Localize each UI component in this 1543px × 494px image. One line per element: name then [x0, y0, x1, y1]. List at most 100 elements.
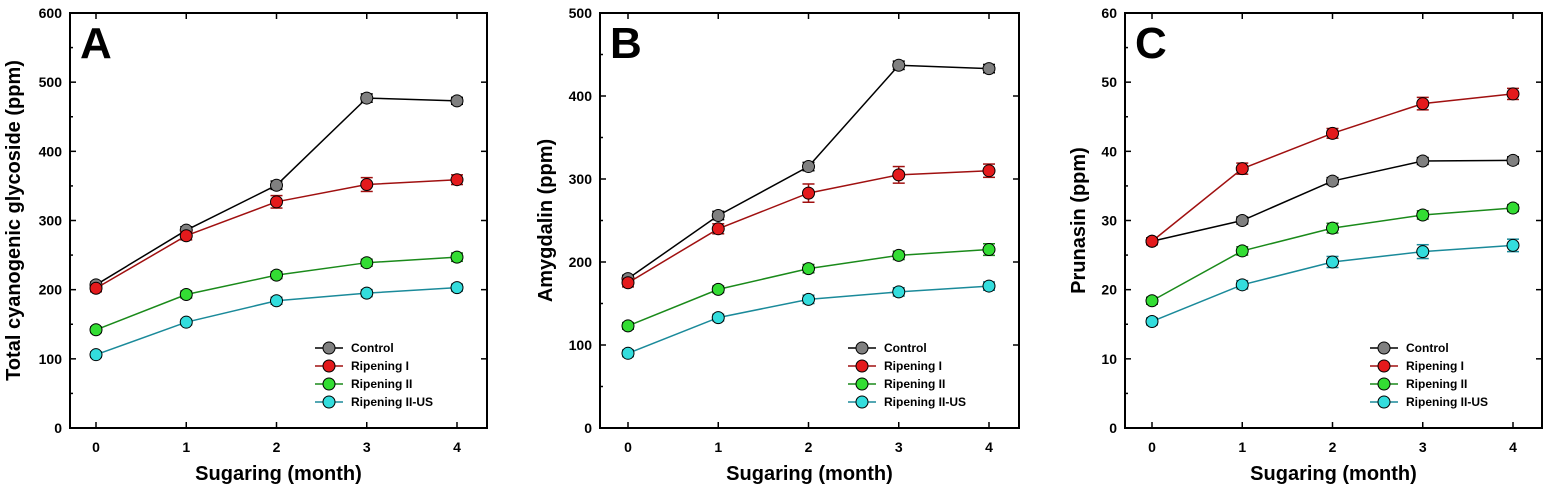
panel-c-data-point [1145, 314, 1159, 328]
panel-b-x-tick-label: 2 [805, 439, 813, 455]
panel-c-y-tick-label: 10 [1101, 351, 1117, 367]
panel-a-data-point [450, 173, 464, 187]
panel-a-data-point [360, 178, 374, 192]
panel-b-legend-label: Ripening II [884, 377, 945, 391]
panel-b-x-tick-label: 1 [714, 439, 722, 455]
panel-a-data-point [450, 281, 464, 295]
panel-c: 0 10 20 30 40 50 60 0 1 2 3 4 Sugaring (month) Prunas… [1068, 5, 1543, 485]
panel-a: 0 100 200 300 400 500 600 0 1 2 3 4 Sugaring (month)… [3, 5, 488, 485]
panel-c-data-point [1145, 234, 1159, 248]
panel-b-data-point [802, 160, 815, 174]
panel-a-series-ripening-ii-us [89, 281, 464, 362]
panel-b: 0 100 200 300 400 500 0 1 2 3 4 Sugaring (month) Amy… [535, 5, 1020, 485]
panel-c-series-ripening-ii [1145, 201, 1520, 308]
panel-b-data-point [621, 346, 635, 360]
panel-c-series-control [1145, 153, 1520, 248]
panel-b-y-tick-label: 500 [569, 5, 593, 21]
panel-a-data-point [89, 323, 103, 337]
panel-a-x-tick-label: 3 [363, 439, 371, 455]
panel-a-data-point [179, 288, 193, 302]
panel-b-data-point [982, 62, 996, 76]
panel-b-legend: Control Ripening I Ripening II Ripening II-… [848, 341, 966, 409]
panel-c-y-tick-label: 40 [1101, 143, 1117, 159]
panel-b-legend-marker [855, 359, 869, 373]
panel-b-data-point [892, 168, 906, 182]
panel-c-panel-label: C [1135, 19, 1167, 68]
panel-b-data-point [982, 243, 996, 257]
panel-b-frame [599, 12, 1020, 429]
panel-a-legend-label: Control [351, 341, 394, 355]
panel-a-data-point [360, 256, 374, 270]
panel-c-data-point [1416, 245, 1430, 259]
panel-c-x-tick-label: 3 [1419, 439, 1427, 455]
panel-a-data-point [360, 91, 374, 105]
panel-c-data-point [1326, 126, 1339, 140]
panel-b-x-tick-label: 4 [985, 439, 993, 455]
panel-a-data-point [89, 281, 103, 295]
panel-c-legend-label: Ripening I [1406, 359, 1464, 373]
panel-a-x-tick-label: 1 [182, 439, 190, 455]
panel-c-legend-marker [1377, 359, 1391, 373]
panel-b-x-tick-label: 0 [624, 439, 632, 455]
panel-b-data-point [892, 58, 906, 72]
panel-c-legend-label: Ripening II [1406, 377, 1467, 391]
panel-c-data-point [1235, 214, 1249, 227]
panel-a-data-point [360, 286, 374, 300]
panel-c-data-point [1235, 278, 1249, 292]
panel-b-data-point [892, 285, 906, 299]
panel-c-series-ripening-ii-us [1145, 238, 1520, 328]
panel-a-legend-label: Ripening II [351, 377, 412, 391]
panel-a-series-ripening-ii [89, 250, 464, 337]
panel-c-y-tick-label: 0 [1109, 420, 1117, 436]
panel-c-y-tick-label: 20 [1101, 282, 1117, 298]
panel-b-legend-marker [855, 395, 869, 409]
panel-c-y-tick-label: 60 [1101, 5, 1117, 21]
panel-b-y-tick-label: 0 [584, 420, 592, 436]
panel-a-frame [69, 12, 488, 429]
panel-c-legend-marker [1377, 377, 1391, 391]
panel-b-series-ripening-ii-us [621, 279, 996, 360]
panel-b-data-point [802, 292, 815, 306]
panel-a-y-tick-label: 200 [39, 282, 63, 298]
panel-b-data-point [892, 248, 906, 262]
panel-a-series-line [95, 256, 458, 331]
panel-b-series-control [621, 58, 996, 286]
panel-b-legend-label: Ripening I [884, 359, 942, 373]
panel-a-data-point [179, 315, 193, 329]
panel-a-legend-marker [322, 341, 336, 355]
panel-c-data-point [1506, 153, 1520, 167]
panel-c-x-tick-label: 4 [1509, 439, 1517, 455]
panel-b-data-point [711, 209, 725, 223]
panel-b-data-point [982, 164, 996, 178]
panel-c-data-point [1235, 162, 1249, 176]
panel-b-series-ripening-i [621, 163, 996, 290]
panel-c-data-point [1506, 238, 1520, 252]
panel-c-data-point [1326, 255, 1339, 269]
panel-a-series-ripening-i [89, 173, 464, 295]
panel-c-data-point [1506, 201, 1520, 215]
panel-c-series-ripening-i [1145, 87, 1520, 248]
panel-c-data-point [1145, 294, 1159, 308]
panel-c-legend-marker [1377, 341, 1391, 355]
panel-a-y-axis-title: Total cyanogenic glycoside (ppm) [3, 60, 25, 381]
panel-c-data-point [1235, 244, 1249, 258]
panel-c-legend: Control Ripening I Ripening II Ripening II-… [1370, 341, 1488, 409]
panel-c-legend-label: Control [1406, 341, 1449, 355]
panel-b-data-point [711, 222, 725, 236]
panel-b-legend-marker [855, 377, 869, 391]
panel-b-x-axis-title: Sugaring (month) [726, 463, 893, 485]
panel-b-legend-label: Ripening II-US [884, 395, 966, 409]
panel-a-y-tick-label: 400 [39, 143, 63, 159]
panel-b-x-tick-label: 3 [895, 439, 903, 455]
panel-b-legend-marker [855, 341, 869, 355]
panel-a-legend-marker [322, 377, 336, 391]
panel-a-x-tick-label: 4 [453, 439, 461, 455]
panel-b-data-point [711, 282, 725, 296]
panel-a-legend-label: Ripening II-US [351, 395, 433, 409]
panel-c-x-axis-title: Sugaring (month) [1250, 463, 1417, 485]
panel-b-y-tick-label: 100 [569, 337, 593, 353]
panel-a-y-tick-label: 100 [39, 351, 63, 367]
panel-c-data-point [1416, 208, 1430, 222]
panel-c-x-tick-label: 0 [1148, 439, 1156, 455]
panel-a-data-point [270, 195, 283, 209]
